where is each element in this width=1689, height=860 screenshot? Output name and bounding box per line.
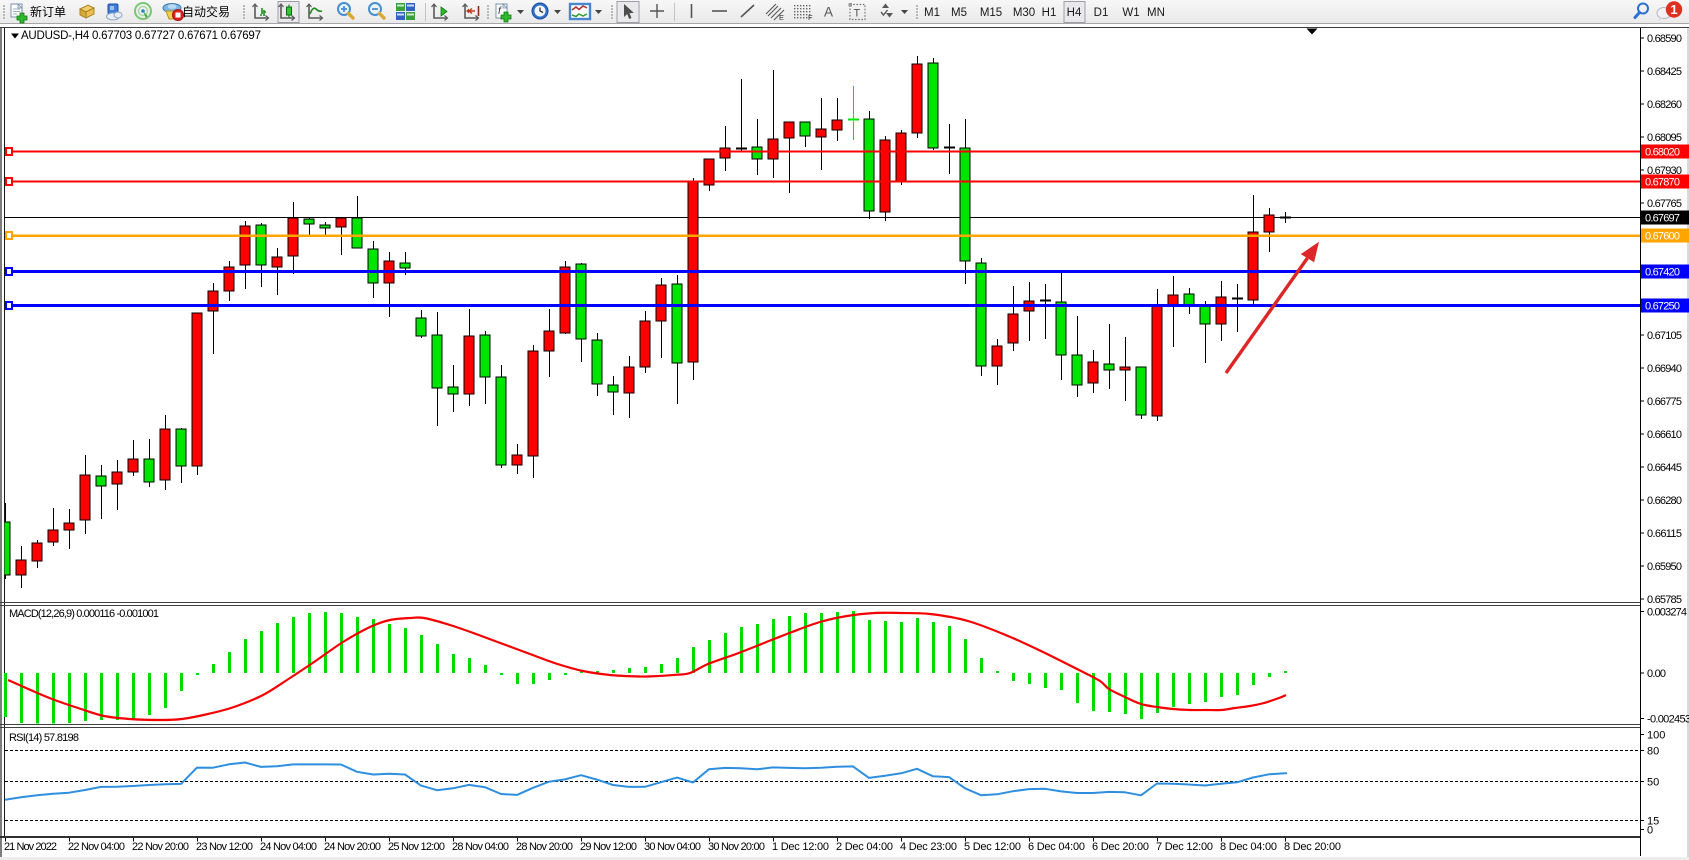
svg-text:0.66775: 0.66775 xyxy=(1647,396,1682,408)
svg-text:28 Nov 20:00: 28 Nov 20:00 xyxy=(516,841,573,853)
svg-text:新订单: 新订单 xyxy=(30,4,66,19)
svg-text:5 Dec 12:00: 5 Dec 12:00 xyxy=(964,841,1021,853)
svg-text:0.66940: 0.66940 xyxy=(1647,363,1682,375)
svg-text:M15: M15 xyxy=(980,7,1002,19)
svg-text:0.67600: 0.67600 xyxy=(1645,231,1680,243)
svg-text:0.66115: 0.66115 xyxy=(1647,528,1682,540)
svg-text:0.68095: 0.68095 xyxy=(1647,132,1682,144)
svg-text:H1: H1 xyxy=(1042,7,1057,19)
svg-text:28 Nov 04:00: 28 Nov 04:00 xyxy=(452,841,509,853)
svg-text:24 Nov 20:00: 24 Nov 20:00 xyxy=(324,841,381,853)
svg-text:0.67420: 0.67420 xyxy=(1645,267,1680,279)
svg-text:22 Nov 04:00: 22 Nov 04:00 xyxy=(68,841,125,853)
svg-text:24 Nov 04:00: 24 Nov 04:00 xyxy=(260,841,317,853)
svg-text:0.003274: 0.003274 xyxy=(1647,606,1687,618)
svg-text:E: E xyxy=(779,13,784,22)
svg-text:29 Nov 12:00: 29 Nov 12:00 xyxy=(580,841,637,853)
svg-text:21 Nov 2022: 21 Nov 2022 xyxy=(4,841,57,853)
svg-text:MACD(12,26,9) 0.000116 -0.0010: MACD(12,26,9) 0.000116 -0.001001 xyxy=(9,608,159,620)
svg-text:0.00: 0.00 xyxy=(1647,668,1666,680)
svg-text:2 Dec 04:00: 2 Dec 04:00 xyxy=(836,841,893,853)
svg-text:0.65785: 0.65785 xyxy=(1647,594,1682,606)
svg-text:30 Nov 20:00: 30 Nov 20:00 xyxy=(708,841,765,853)
svg-text:RSI(14) 57.8198: RSI(14) 57.8198 xyxy=(9,732,79,744)
svg-text:A: A xyxy=(824,5,833,20)
svg-text:MN: MN xyxy=(1147,7,1165,19)
svg-text:0.68425: 0.68425 xyxy=(1647,66,1682,78)
svg-text:25 Nov 12:00: 25 Nov 12:00 xyxy=(388,841,445,853)
svg-text:1 Dec 12:00: 1 Dec 12:00 xyxy=(772,841,829,853)
svg-text:W1: W1 xyxy=(1122,7,1139,19)
svg-text:0.68260: 0.68260 xyxy=(1647,99,1682,111)
svg-text:f: f xyxy=(498,6,502,17)
svg-text:23 Nov 12:00: 23 Nov 12:00 xyxy=(196,841,253,853)
svg-text:0: 0 xyxy=(1647,824,1653,836)
svg-text:M5: M5 xyxy=(951,7,967,19)
svg-text:0.67250: 0.67250 xyxy=(1645,301,1680,313)
svg-text:7 Dec 12:00: 7 Dec 12:00 xyxy=(1156,841,1213,853)
svg-text:0.66610: 0.66610 xyxy=(1647,429,1682,441)
svg-text:50: 50 xyxy=(1647,777,1659,789)
svg-text:自动交易: 自动交易 xyxy=(182,4,230,19)
svg-text:6 Dec 04:00: 6 Dec 04:00 xyxy=(1028,841,1085,853)
svg-text:T: T xyxy=(854,8,861,20)
svg-text:M1: M1 xyxy=(924,7,940,19)
svg-text:0.68590: 0.68590 xyxy=(1647,33,1682,45)
svg-text:100: 100 xyxy=(1647,730,1665,742)
svg-text:-0.002453: -0.002453 xyxy=(1647,714,1689,726)
svg-text:8 Dec 20:00: 8 Dec 20:00 xyxy=(1284,841,1341,853)
svg-text:4 Dec 23:00: 4 Dec 23:00 xyxy=(900,841,957,853)
svg-text:0.67870: 0.67870 xyxy=(1645,177,1680,189)
svg-text:15: 15 xyxy=(1647,816,1659,828)
svg-text:0.68020: 0.68020 xyxy=(1645,147,1680,159)
svg-text:0.67765: 0.67765 xyxy=(1647,198,1682,210)
svg-text:6 Dec 20:00: 6 Dec 20:00 xyxy=(1092,841,1149,853)
svg-text:F: F xyxy=(808,13,813,22)
svg-text:D1: D1 xyxy=(1094,7,1109,19)
svg-text:0.67930: 0.67930 xyxy=(1647,165,1682,177)
svg-text:0.66280: 0.66280 xyxy=(1647,495,1682,507)
svg-text:80: 80 xyxy=(1647,746,1659,758)
svg-text:8 Dec 04:00: 8 Dec 04:00 xyxy=(1220,841,1277,853)
svg-text:AUDUSD-,H4 0.67703 0.67727 0.: AUDUSD-,H4 0.67703 0.67727 0.67671 0.676… xyxy=(21,30,261,42)
svg-text:1: 1 xyxy=(1670,2,1677,17)
svg-text:0.67697: 0.67697 xyxy=(1645,213,1680,225)
svg-text:H4: H4 xyxy=(1067,7,1082,19)
svg-text:M30: M30 xyxy=(1013,7,1035,19)
svg-text:0.65950: 0.65950 xyxy=(1647,561,1682,573)
svg-text:22 Nov 20:00: 22 Nov 20:00 xyxy=(132,841,189,853)
svg-text:30 Nov 04:00: 30 Nov 04:00 xyxy=(644,841,701,853)
svg-text:0.66445: 0.66445 xyxy=(1647,462,1682,474)
svg-text:0.67105: 0.67105 xyxy=(1647,330,1682,342)
